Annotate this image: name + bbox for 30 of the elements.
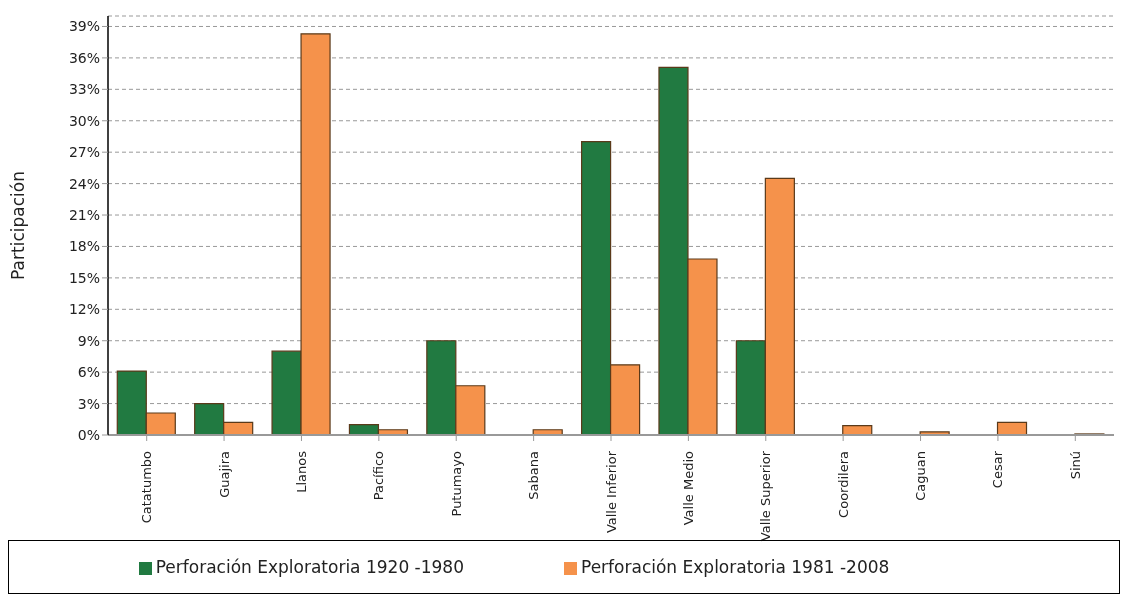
x-tick-label: Pacífico — [371, 450, 387, 501]
y-tick-label: 9% — [77, 332, 100, 349]
x-tick-label: Catatumbo — [139, 450, 155, 524]
x-tick-label: Coordilera — [835, 451, 851, 518]
x-tick-label: Valle Medio — [680, 450, 696, 526]
y-tick-label: 3% — [77, 395, 100, 412]
y-tick-label: 33% — [68, 81, 100, 98]
x-tick-label: Cesar — [990, 450, 1006, 489]
y-tick-label: 27% — [68, 144, 100, 161]
y-tick-label: 30% — [68, 112, 100, 129]
y-tick-label: 36% — [68, 49, 100, 66]
x-tick-label: Valle Superior — [758, 450, 774, 542]
x-tick-label: Llanos — [293, 450, 309, 493]
y-tick-label: 18% — [68, 238, 100, 255]
y-tick-label: 21% — [68, 206, 100, 223]
x-tick-label: Guajira — [216, 451, 232, 498]
legend-label: Perforación Exploratoria 1920 -1980 — [155, 557, 464, 577]
legend-label: Perforación Exploratoria 1981 -2008 — [581, 557, 890, 577]
x-tick-label: Sinú — [1067, 451, 1083, 480]
y-tick-label: 12% — [68, 301, 100, 318]
y-tick-label: 0% — [77, 426, 100, 443]
x-tick-label: Putumayo — [448, 450, 464, 517]
y-axis-title: Participación — [8, 171, 29, 280]
x-tick-label: Valle Inferior — [603, 450, 619, 534]
y-tick-label: 15% — [68, 269, 100, 286]
y-tick-label: 39% — [68, 18, 100, 35]
x-tick-label: Sabana — [526, 451, 542, 500]
x-tick-label: Caguan — [913, 451, 929, 501]
y-tick-label: 24% — [68, 175, 100, 192]
y-tick-label: 6% — [77, 364, 100, 381]
